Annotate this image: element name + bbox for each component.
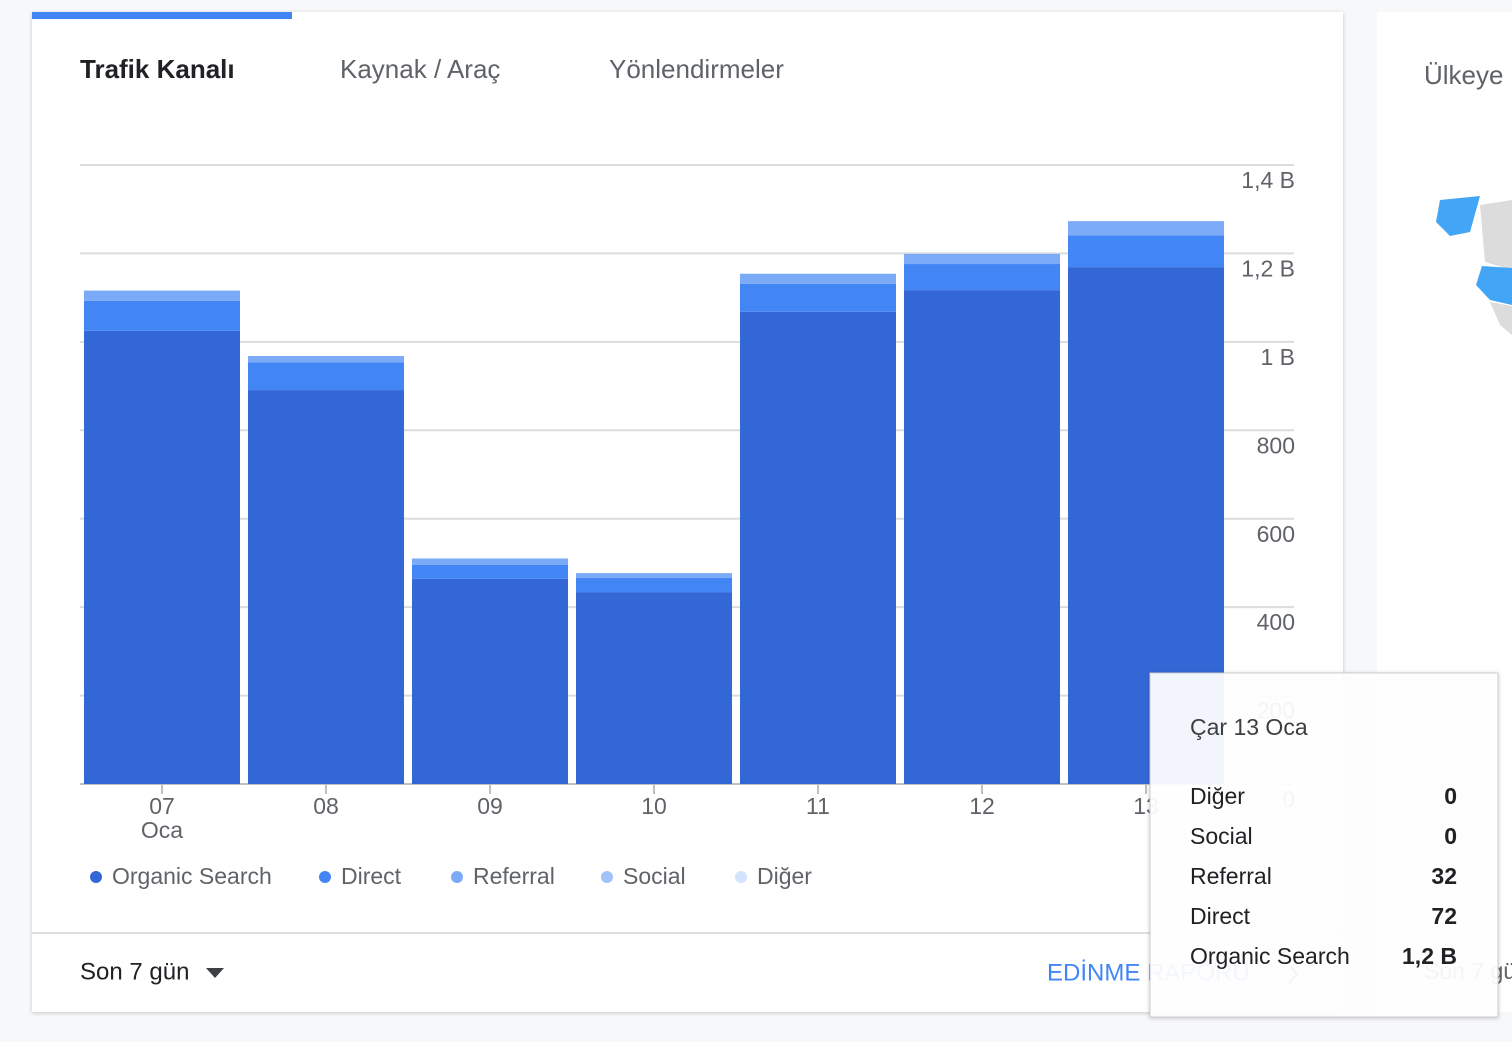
tab[interactable]: Kaynak / Araç	[340, 54, 500, 84]
bar-segment	[1068, 221, 1224, 236]
y-tick-label: 1,2 B	[1241, 256, 1295, 282]
y-tick-label: 800	[1257, 432, 1295, 458]
bar-segment	[84, 290, 240, 301]
bar-segment	[412, 564, 568, 579]
tooltip-name: Referral	[1190, 863, 1272, 889]
bar-segment	[248, 356, 404, 363]
bar-segment	[740, 311, 896, 784]
tab[interactable]: Yönlendirmeler	[609, 54, 784, 84]
x-tick-label: 07	[149, 793, 175, 819]
bar-segment	[248, 390, 404, 784]
legend-label: Social	[623, 863, 686, 889]
bar-segment	[84, 300, 240, 331]
bar-segment	[84, 330, 240, 784]
legend-dot	[319, 871, 331, 883]
bar-segment	[904, 264, 1060, 291]
legend-dot	[90, 871, 102, 883]
tab[interactable]: Trafik Kanalı	[80, 54, 235, 84]
tooltip-title: Çar 13 Oca	[1190, 714, 1308, 740]
x-tick-label: 08	[313, 793, 339, 819]
map-country	[1436, 196, 1480, 236]
tooltip-value: 1,2 B	[1402, 943, 1457, 969]
bar-segment	[576, 573, 732, 578]
side-title: Ülkeye	[1424, 60, 1503, 90]
tooltip: Çar 13 Oca Diğer 0 Social 0 Referral 32 Direct…	[1149, 672, 1499, 1018]
bar-segment	[904, 290, 1060, 784]
map-land	[1490, 302, 1512, 335]
tooltip-name: Organic Search	[1190, 943, 1350, 969]
tooltip-name: Direct	[1190, 903, 1251, 929]
bar-segment	[740, 283, 896, 312]
x-tick-label: 11	[806, 793, 830, 819]
bar-segment	[904, 253, 1060, 265]
tab-indicator	[32, 12, 292, 19]
bar-segment	[412, 558, 568, 565]
bar-segment	[1068, 235, 1224, 268]
y-tick-label: 600	[1257, 521, 1295, 547]
legend-dot	[451, 871, 463, 883]
dropdown-arrow[interactable]	[206, 968, 224, 978]
range-select[interactable]: Son 7 gün	[80, 958, 189, 985]
tooltip-value: 32	[1431, 863, 1457, 889]
bar-segment	[248, 362, 404, 391]
bar-segment	[576, 577, 732, 593]
y-tick-label: 400	[1257, 609, 1295, 635]
bar-segment	[412, 578, 568, 784]
tooltip-box	[1149, 672, 1499, 1018]
tooltip-name: Diğer	[1190, 783, 1245, 809]
tooltip-value: 0	[1444, 823, 1457, 849]
y-tick-label: 1,4 B	[1241, 167, 1295, 193]
x-tick-label: 12	[969, 793, 995, 819]
tooltip-value: 0	[1444, 783, 1457, 809]
bar-segment	[740, 273, 896, 284]
legend-label: Diğer	[757, 863, 812, 889]
map-land	[1480, 200, 1512, 270]
legend-dot	[601, 871, 613, 883]
map-country	[1476, 266, 1512, 305]
tooltip-value: 72	[1431, 903, 1457, 929]
x-tick-label: 10	[641, 793, 667, 819]
legend-dot	[735, 871, 747, 883]
x-tick-label: 09	[477, 793, 503, 819]
y-tick-label: 1 B	[1260, 344, 1295, 370]
legend-label: Referral	[473, 863, 555, 889]
chart: 02004006008001 B1,2 B1,4 B07Oca080910111…	[80, 164, 1295, 889]
legend-label: Organic Search	[112, 863, 272, 889]
tooltip-name: Social	[1190, 823, 1253, 849]
bar-segment	[576, 592, 732, 784]
legend-label: Direct	[341, 863, 402, 889]
x-sublabel: Oca	[141, 817, 183, 843]
